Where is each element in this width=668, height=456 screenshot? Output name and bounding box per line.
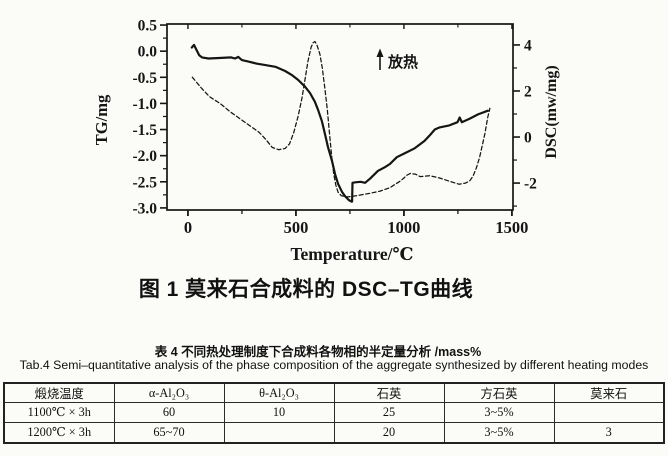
table-header-cell: θ-Al₂O₃ [223, 382, 335, 403]
left-axis-tick-label: -1.5 [132, 122, 157, 139]
table-header-cell: 石英 [333, 382, 445, 403]
x-axis-tick-label: 500 [284, 218, 309, 237]
table-cell: 3~5% [443, 402, 555, 423]
up-arrow-icon [376, 48, 384, 57]
x-axis-tick-label: 1000 [387, 218, 420, 237]
right-axis-tick-label: -2 [524, 176, 537, 193]
table-cell: 1200℃ × 3h [3, 422, 115, 444]
left-axis-tick-label: -1.0 [132, 96, 157, 113]
right-axis-tick-label: 2 [524, 83, 532, 100]
table-cell: 25 [333, 402, 445, 423]
dsc-tg-chart: 0.5 0.0 -0.5 -1.0 -1.5 -2.0 -2.5 -3.0 4 2 0 -2 0 500 1… [92, 18, 560, 264]
left-axis-tick-label: -2.0 [132, 148, 157, 165]
x-axis-label: Temperature/℃ [290, 244, 413, 264]
phase-composition-table: 煅烧温度 α-Al₂O₃ θ-Al₂O₃ 石英 方石英 莫来石 1100℃ × … [3, 382, 665, 444]
left-axis-tick-label: -2.5 [132, 174, 157, 191]
table-caption-en: Tab.4 Semi–quantitative analysis of the … [19, 358, 649, 372]
table-cell [223, 422, 335, 444]
left-axis-tick-label: -3.0 [132, 200, 157, 217]
right-axis-title: DSC(mw/mg) [543, 65, 560, 158]
table-cell: 3~5% [443, 422, 555, 444]
table-cell: 10 [223, 402, 335, 423]
left-axis-tick-label: 0.5 [138, 18, 158, 35]
exotherm-annotation: 放热 [387, 53, 418, 71]
left-axis-tick-label: -0.5 [132, 70, 157, 87]
x-axis-tick-label: 1500 [495, 218, 528, 237]
tg-curve [190, 43, 489, 203]
table-header-cell: 方石英 [443, 382, 555, 403]
left-axis-tick-label: 0.0 [138, 44, 158, 61]
left-axis-title: TG/mg [92, 94, 111, 145]
right-axis-tick-label: 4 [524, 37, 532, 54]
table-row: 1100℃ × 3h 60 10 25 3~5% [3, 402, 665, 423]
dsc-curve [191, 40, 491, 198]
table-header-cell: 煅烧温度 [3, 382, 115, 403]
table-caption-zh: 表 4 不同热处理制度下合成料各物相的半定量分析 /mass% [154, 345, 482, 359]
table-header-cell: α-Al₂O₃ [113, 382, 225, 403]
plot-frame [166, 23, 514, 211]
table-cell [553, 402, 665, 423]
table-cell: 60 [113, 402, 225, 423]
table-cell: 20 [333, 422, 445, 444]
table-cell: 1100℃ × 3h [3, 402, 115, 423]
x-axis-tick-label: 0 [184, 218, 192, 237]
table-header-row: 煅烧温度 α-Al₂O₃ θ-Al₂O₃ 石英 方石英 莫来石 [3, 382, 665, 403]
table-row: 1200℃ × 3h 65~70 20 3~5% 3 [3, 422, 665, 444]
figure-caption: 图 1 莫来石合成料的 DSC–TG曲线 [138, 278, 474, 301]
table-header-cell: 莫来石 [553, 382, 665, 403]
table-cell: 3 [553, 422, 665, 444]
table-cell: 65~70 [113, 422, 225, 444]
right-axis-tick-label: 0 [524, 130, 532, 147]
